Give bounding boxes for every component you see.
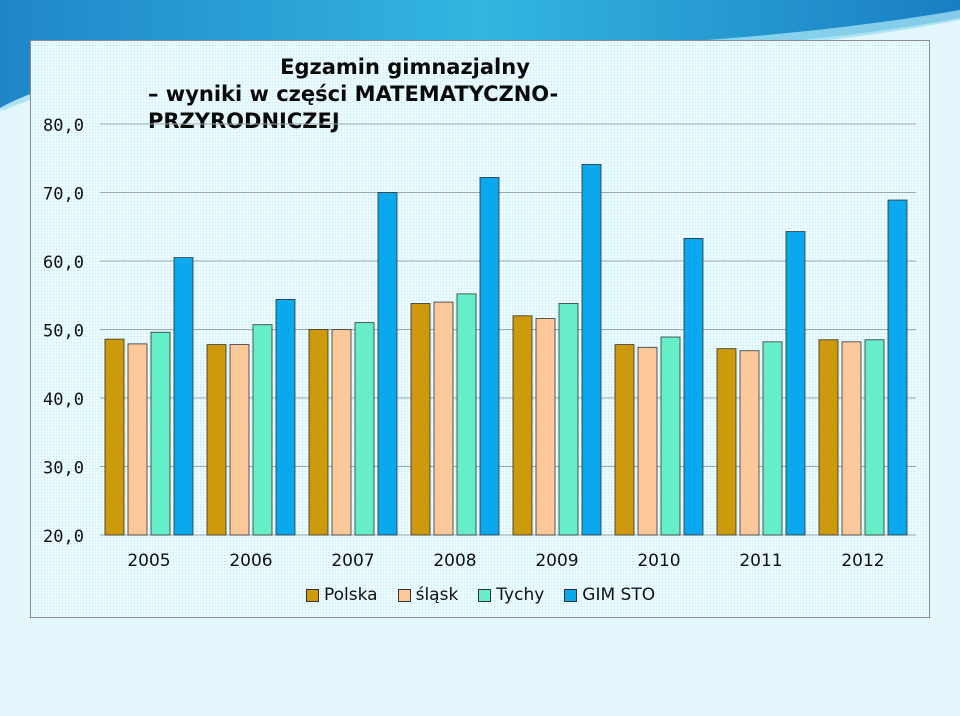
legend-swatch: [564, 588, 578, 602]
x-tick-label: 2008: [433, 551, 476, 571]
y-tick-label: 60,0: [43, 253, 84, 273]
bar: [456, 293, 477, 536]
bar: [614, 344, 635, 536]
bar: [716, 348, 737, 536]
bar: [433, 301, 454, 536]
bar: [127, 343, 148, 536]
x-tick-label: 2012: [841, 551, 884, 571]
y-tick-label: 80,0: [43, 116, 84, 136]
x-tick-label: 2007: [331, 551, 374, 571]
bar: [150, 331, 171, 536]
bar: [104, 338, 125, 536]
y-tick-label: 40,0: [43, 390, 84, 410]
legend-item: Polska: [306, 585, 378, 605]
bar: [785, 231, 806, 536]
title-line-1: Egzamin gimnazjalny: [280, 55, 530, 79]
legend-item: śląsk: [397, 585, 459, 605]
chart-legend: Polska śląsk Tychy GIM STO: [306, 585, 655, 605]
x-tick-label: 2006: [229, 551, 272, 571]
legend-label: Tychy: [496, 585, 545, 605]
chart-title: Egzamin gimnazjalny – wyniki w części MA…: [100, 54, 710, 135]
bar: [229, 344, 250, 536]
bar: [275, 298, 296, 536]
legend-swatch: [397, 588, 411, 602]
bar: [637, 346, 658, 536]
x-tick-label: 2009: [535, 551, 578, 571]
bar: [818, 339, 839, 536]
bar: [841, 341, 862, 536]
bar: [410, 303, 431, 536]
bar: [558, 303, 579, 536]
x-tick-label: 2010: [637, 551, 680, 571]
bar: [377, 192, 398, 536]
x-tick-label: 2005: [127, 551, 170, 571]
x-tick-label: 2011: [739, 551, 782, 571]
y-tick-label: 20,0: [43, 527, 84, 547]
bar: [206, 344, 227, 536]
title-line-2: – wyniki w części MATEMATYCZNO-PRZYRODNI…: [148, 82, 559, 133]
legend-item: Tychy: [478, 585, 544, 605]
bar: [512, 315, 533, 536]
y-tick-label: 70,0: [43, 185, 84, 205]
bar: [252, 324, 273, 536]
bar: [739, 350, 760, 536]
bar: [864, 339, 885, 536]
bar: [683, 237, 704, 536]
y-tick-label: 30,0: [43, 459, 84, 479]
bar: [479, 177, 500, 536]
legend-label: śląsk: [415, 585, 459, 605]
bar: [535, 318, 556, 536]
bar: [887, 199, 908, 536]
legend-swatch: [306, 588, 319, 602]
bar: [660, 336, 681, 536]
legend-label: GIM STO: [582, 585, 656, 605]
legend-item: GIM STO: [564, 585, 655, 605]
bar: [581, 164, 602, 536]
bar: [173, 257, 194, 536]
legend-label: Polska: [324, 585, 378, 605]
bar: [308, 329, 329, 536]
y-tick-label: 50,0: [43, 322, 84, 342]
bar: [331, 329, 352, 536]
bar: [762, 341, 783, 536]
legend-swatch: [478, 588, 492, 602]
bar: [354, 322, 375, 536]
